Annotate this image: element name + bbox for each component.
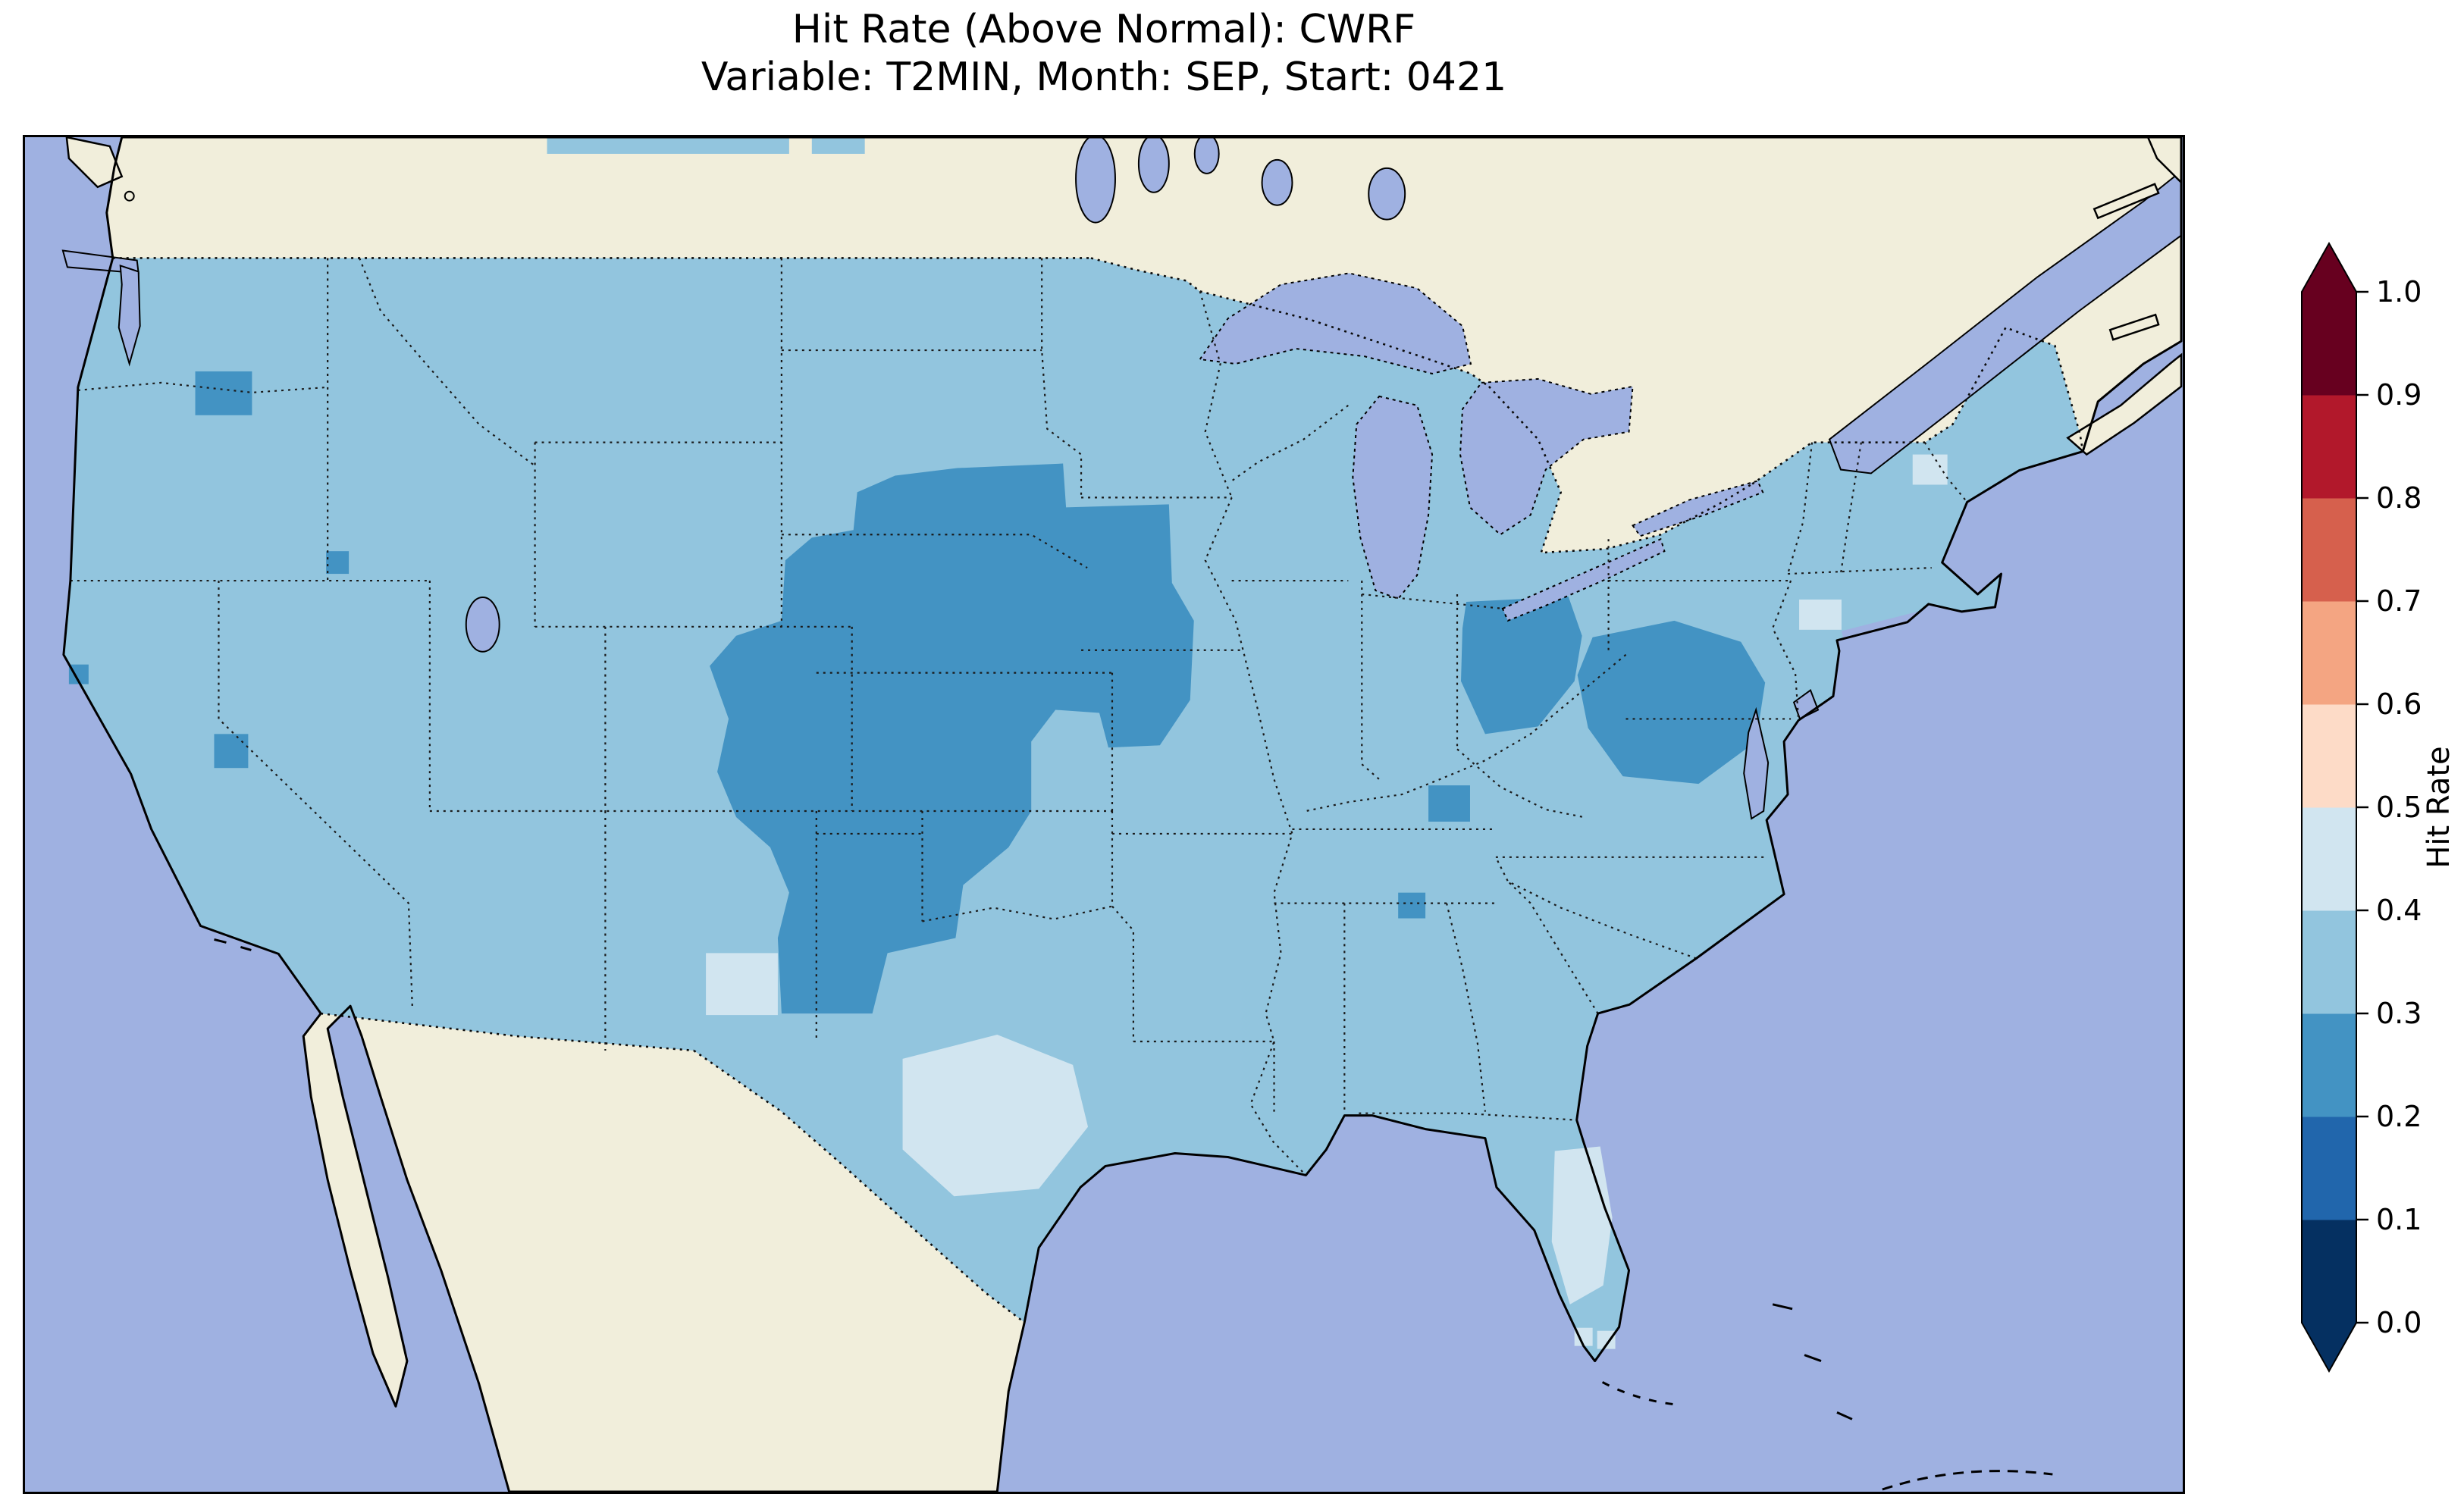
lake-nipigon bbox=[1261, 158, 1293, 206]
coastline bbox=[62, 137, 2183, 1492]
cell-patch-ohio bbox=[1461, 596, 1582, 734]
colorbar-tick-label: 1.0 bbox=[2376, 275, 2422, 309]
colorbar-tick-label: 0.6 bbox=[2376, 687, 2422, 721]
map-axes bbox=[23, 135, 2185, 1494]
lake-superior bbox=[1198, 272, 1472, 374]
cell-patch-washington bbox=[195, 371, 252, 415]
bahamas bbox=[1772, 1303, 1853, 1420]
cell-patch-new-england bbox=[1912, 454, 1948, 485]
colorbar-tick-label: 0.2 bbox=[2376, 1100, 2422, 1133]
border-through-lakes bbox=[1487, 386, 1753, 554]
canada-lake-2 bbox=[1193, 137, 1220, 174]
colorbar-segment bbox=[2302, 910, 2356, 1014]
cell-top-edge-strip-2 bbox=[811, 137, 865, 154]
san-juan-island bbox=[124, 190, 135, 202]
vancouver-island bbox=[65, 137, 124, 189]
cell-patch-kentucky bbox=[1428, 785, 1470, 822]
offshore-features bbox=[124, 190, 2053, 1491]
nova-scotia bbox=[2066, 352, 2183, 456]
colorbar-tick-label: 0.4 bbox=[2376, 894, 2422, 927]
plot-title-line-1: Hit Rate (Above Normal): CWRF bbox=[792, 7, 1416, 52]
chesapeake-bay bbox=[1743, 706, 1770, 820]
colorbar-segment bbox=[2302, 498, 2356, 602]
colorbar-tick-label: 0.0 bbox=[2376, 1306, 2422, 1339]
great-salt-lake bbox=[465, 596, 500, 653]
conus-map-svg bbox=[25, 137, 2183, 1492]
lake-huron bbox=[1459, 377, 1634, 536]
border-through-superior bbox=[1199, 290, 1490, 387]
rio-grande-border bbox=[693, 1049, 1026, 1323]
cell-patch-great-plains bbox=[710, 463, 1194, 1014]
colorbar-tick-label: 0.3 bbox=[2376, 997, 2422, 1030]
cell-patch-nyc bbox=[1799, 599, 1842, 630]
cuba-coast bbox=[1882, 1470, 2053, 1491]
colorbar-over-arrow bbox=[2302, 243, 2356, 292]
conus-hit-rate-field bbox=[63, 258, 2083, 1361]
colorbar-segment bbox=[2302, 292, 2356, 396]
colorbar-segment bbox=[2302, 807, 2356, 911]
colorbar-segment bbox=[2302, 395, 2356, 499]
lake-ontario bbox=[1632, 480, 1764, 537]
islands bbox=[65, 137, 2183, 456]
cell-patch-central-texas bbox=[902, 1035, 1089, 1197]
colorbar-tick-label: 0.5 bbox=[2376, 791, 2422, 824]
great-lakes bbox=[465, 137, 1764, 653]
lake-winnipeg bbox=[1075, 137, 1116, 224]
lake-michigan bbox=[1352, 395, 1434, 600]
anticosti-island bbox=[2093, 183, 2160, 220]
colorbar-tick-label: 0.1 bbox=[2376, 1203, 2422, 1236]
cell-patch-south-florida-2 bbox=[1597, 1330, 1616, 1349]
colorbar-svg: 0.0 0.1 0.2 0.3 0.4 0.5 0.6 0.7 0.8 0.9 1.0 Hit Rat… bbox=[2301, 241, 2456, 1373]
prince-edward-island bbox=[2108, 313, 2160, 341]
cell-patch-sierra bbox=[214, 734, 249, 769]
colorbar-segment bbox=[2302, 601, 2356, 705]
colorbar-segment bbox=[2302, 704, 2356, 808]
colorbar-segment bbox=[2302, 1220, 2356, 1323]
national-borders bbox=[112, 257, 2084, 1323]
state-borders bbox=[70, 258, 1968, 1176]
colorbar: 0.0 0.1 0.2 0.3 0.4 0.5 0.6 0.7 0.8 0.9 1.0 Hit Rat… bbox=[2301, 0, 2464, 1494]
puget-sound bbox=[118, 265, 141, 367]
colorbar-tick-label: 0.7 bbox=[2376, 584, 2422, 618]
low-hit-rate-patches bbox=[68, 371, 1766, 1014]
cell-top-edge-strip bbox=[547, 137, 789, 154]
cell-patch-new-mexico bbox=[706, 953, 778, 1016]
canada-lake-1 bbox=[1137, 137, 1170, 193]
plot-title: Hit Rate (Above Normal): CWRF Variable: … bbox=[23, 6, 2185, 102]
border-st-lawrence-maine bbox=[1751, 326, 2084, 485]
cell-patch-idaho bbox=[326, 551, 350, 575]
long-island-sound bbox=[1841, 609, 1926, 638]
colorbar-segment bbox=[2302, 1117, 2356, 1220]
colorbar-tick-label: 0.9 bbox=[2376, 378, 2422, 412]
colorbar-axis-label: Hit Rate bbox=[2422, 746, 2456, 868]
cell-patch-south-florida-1 bbox=[1574, 1327, 1593, 1346]
canada-lake-3 bbox=[1368, 167, 1406, 221]
lake-erie bbox=[1501, 537, 1666, 622]
cell-patch-tennessee bbox=[1398, 892, 1426, 919]
cell-patch-mid-atlantic bbox=[1577, 620, 1766, 785]
florida-keys bbox=[1601, 1381, 1679, 1406]
colorbar-under-arrow bbox=[2302, 1323, 2356, 1371]
plot-title-line-2: Variable: T2MIN, Month: SEP, Start: 0421 bbox=[701, 55, 1507, 100]
colorbar-tick-label: 0.8 bbox=[2376, 481, 2422, 515]
colorbar-segment bbox=[2302, 1013, 2356, 1117]
channel-islands bbox=[214, 938, 252, 951]
